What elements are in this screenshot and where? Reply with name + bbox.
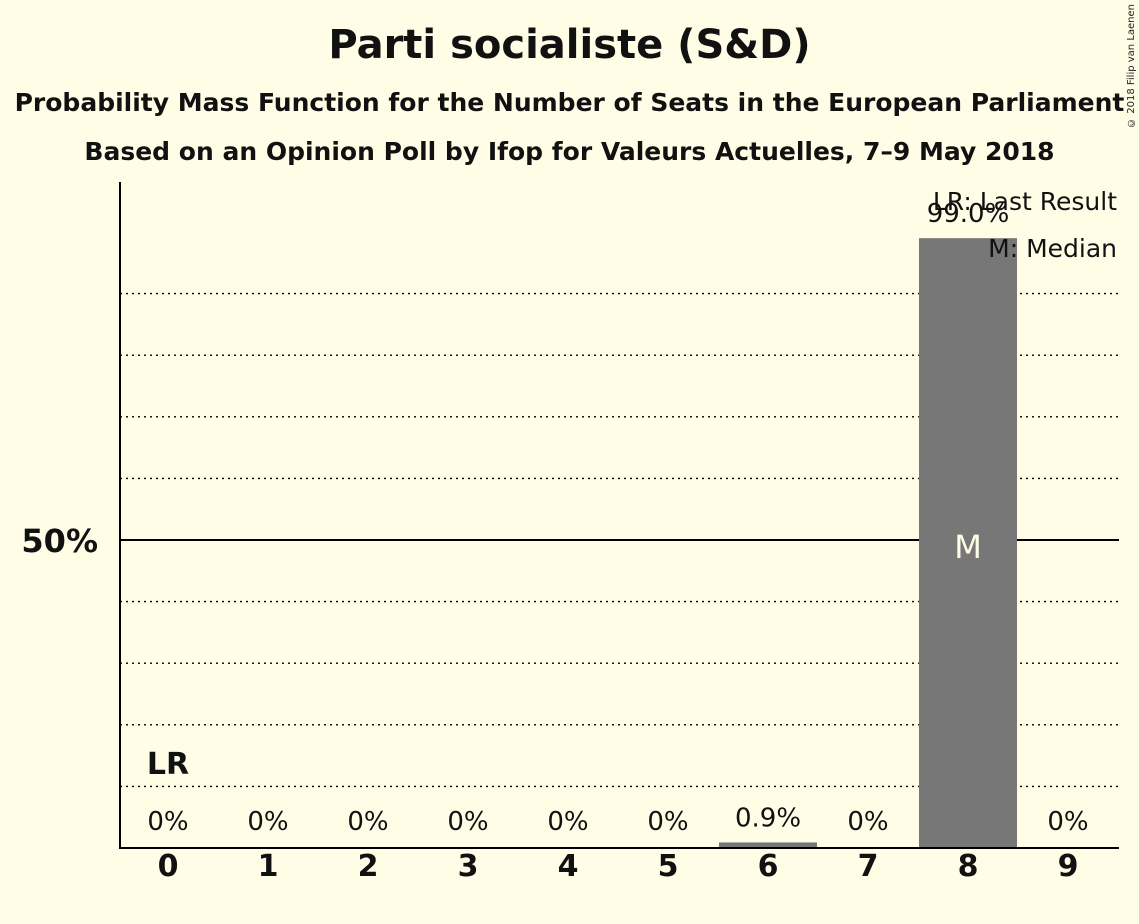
x-tick-label: 8	[958, 849, 979, 884]
chart-source-line: Based on an Opinion Poll by Ifop for Val…	[84, 137, 1055, 166]
chart-subtitle: Probability Mass Function for the Number…	[14, 88, 1125, 117]
x-tick-label: 5	[658, 849, 679, 884]
data-label: 0%	[647, 807, 688, 837]
x-tick-label: 7	[858, 849, 879, 884]
data-label: 0%	[247, 807, 288, 837]
x-tick-label: 6	[758, 849, 779, 884]
legend-median: M: Median	[988, 234, 1117, 263]
data-label: 0%	[347, 807, 388, 837]
median-marker: M	[954, 528, 982, 566]
bar	[719, 842, 817, 848]
x-tick-label: 4	[558, 849, 579, 884]
x-tick-label: 0	[158, 849, 179, 884]
data-label: 0%	[147, 807, 188, 837]
x-tick-label: 2	[358, 849, 379, 884]
data-label: 0%	[1047, 807, 1088, 837]
legend-last-result: LR: Last Result	[933, 187, 1117, 216]
x-tick-label: 3	[458, 849, 479, 884]
x-tick-label: 1	[258, 849, 279, 884]
data-label: 0%	[447, 807, 488, 837]
chart-title: Parti socialiste (S&D)	[328, 22, 811, 68]
bar	[919, 238, 1017, 848]
y-tick-label: 50%	[21, 522, 98, 560]
data-label: 0%	[847, 807, 888, 837]
data-label: 0.9%	[735, 803, 801, 833]
last-result-marker: LR	[147, 747, 189, 782]
data-label: 99.0%	[927, 199, 1010, 229]
x-tick-label: 9	[1058, 849, 1079, 884]
data-label: 0%	[547, 807, 588, 837]
